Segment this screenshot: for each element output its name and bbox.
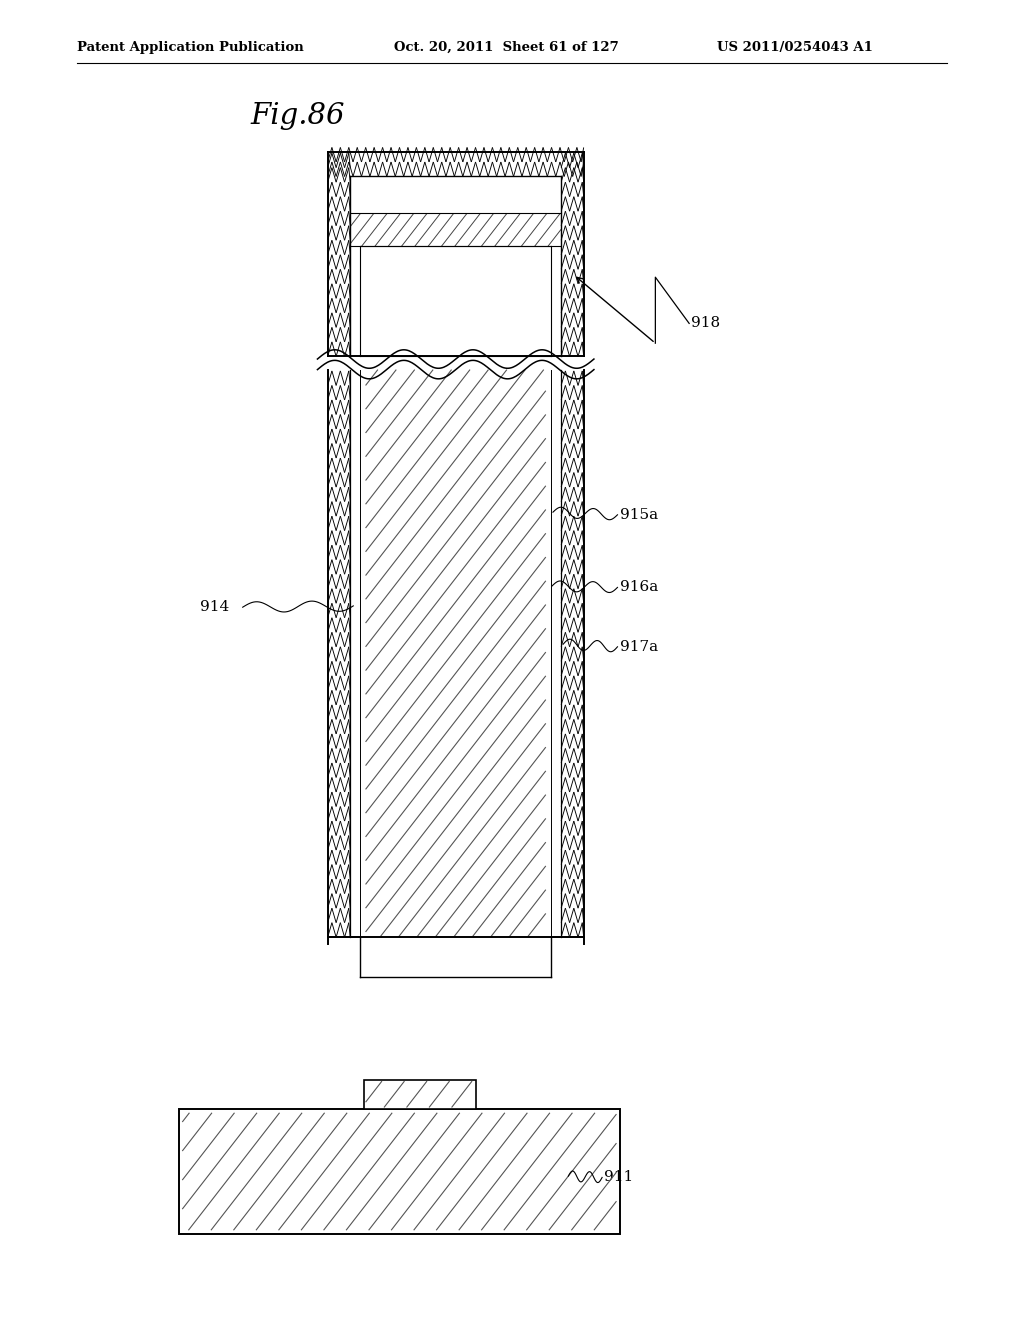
Text: 918: 918 (691, 317, 720, 330)
Text: 917a: 917a (620, 640, 657, 653)
Bar (350, 177, 561, 214)
Text: 914: 914 (200, 601, 229, 614)
Text: Patent Application Publication: Patent Application Publication (77, 41, 303, 54)
Bar (179, 1109, 620, 1234)
Text: Fig.86: Fig.86 (251, 102, 345, 131)
Text: 916a: 916a (620, 581, 657, 594)
Bar (364, 1080, 476, 1109)
Text: 915a: 915a (620, 508, 657, 521)
Bar (360, 247, 551, 356)
Bar (328, 370, 584, 937)
Text: US 2011/0254043 A1: US 2011/0254043 A1 (717, 41, 872, 54)
Text: 911: 911 (604, 1171, 634, 1184)
Bar (360, 937, 551, 977)
Bar (328, 152, 584, 356)
Text: Oct. 20, 2011  Sheet 61 of 127: Oct. 20, 2011 Sheet 61 of 127 (394, 41, 618, 54)
